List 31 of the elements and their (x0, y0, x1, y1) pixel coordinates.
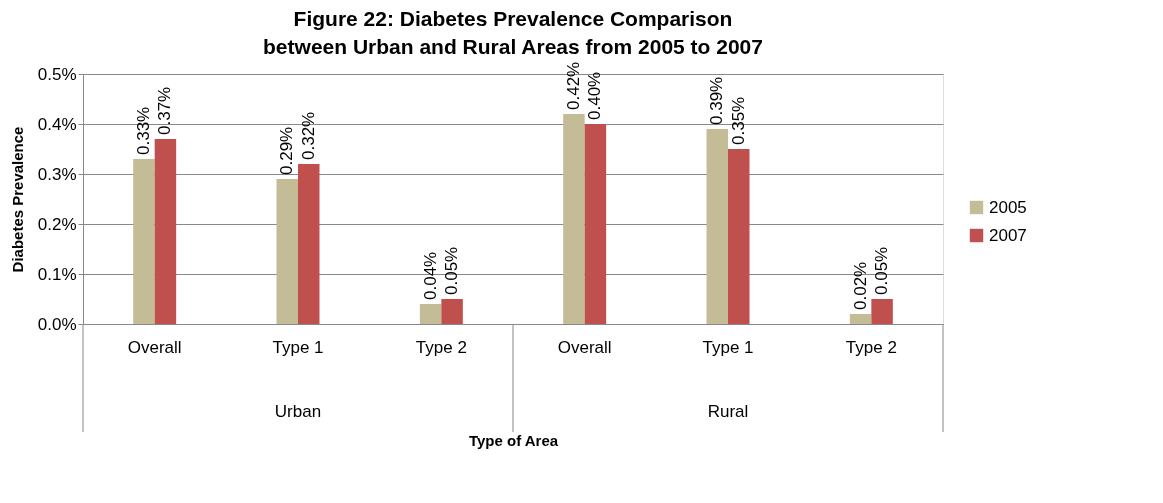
legend-label: 2005 (989, 197, 1027, 217)
data-label: 0.35% (728, 96, 748, 145)
data-label: 0.05% (442, 246, 462, 295)
y-axis-title: Diabetes Prevalence (8, 126, 26, 273)
data-label: 0.02% (850, 261, 870, 310)
data-label: 0.32% (298, 111, 318, 160)
y-tick-label: 0.1% (37, 264, 77, 284)
y-tick-label: 0.5% (37, 64, 77, 84)
x-tick-label: Type 1 (702, 337, 754, 357)
data-label: 0.29% (277, 126, 297, 175)
legend-label: 2007 (989, 225, 1027, 245)
y-tick-label: 0.4% (37, 114, 77, 134)
data-label: 0.40% (585, 71, 605, 120)
x-tick-label: Type 2 (845, 337, 897, 357)
x-tick-label: Type 2 (415, 337, 467, 357)
text: Urban (274, 402, 322, 421)
x-axis-title: Type of Area (468, 431, 559, 449)
text: Rural (707, 402, 749, 421)
data-label: 0.42% (563, 61, 583, 110)
y-tick-label: 0.2% (37, 214, 77, 234)
y-tick-label: 0.3% (37, 164, 77, 184)
chart-title: Figure 22: Diabetes Prevalence Comparison between Urban and Rural Areas from 2005 to 2007 (263, 6, 763, 58)
y-tick-label: 0.0% (37, 314, 77, 334)
x-tick-label: Overall (557, 337, 612, 357)
data-label: 0.39% (707, 76, 727, 125)
x-tick-label: Type 1 (272, 337, 324, 357)
data-label: 0.05% (872, 246, 892, 295)
data-label: 0.04% (420, 251, 440, 300)
x-tick-label: Overall (127, 337, 182, 357)
data-label: 0.33% (133, 106, 153, 155)
data-label: 0.37% (155, 86, 175, 135)
